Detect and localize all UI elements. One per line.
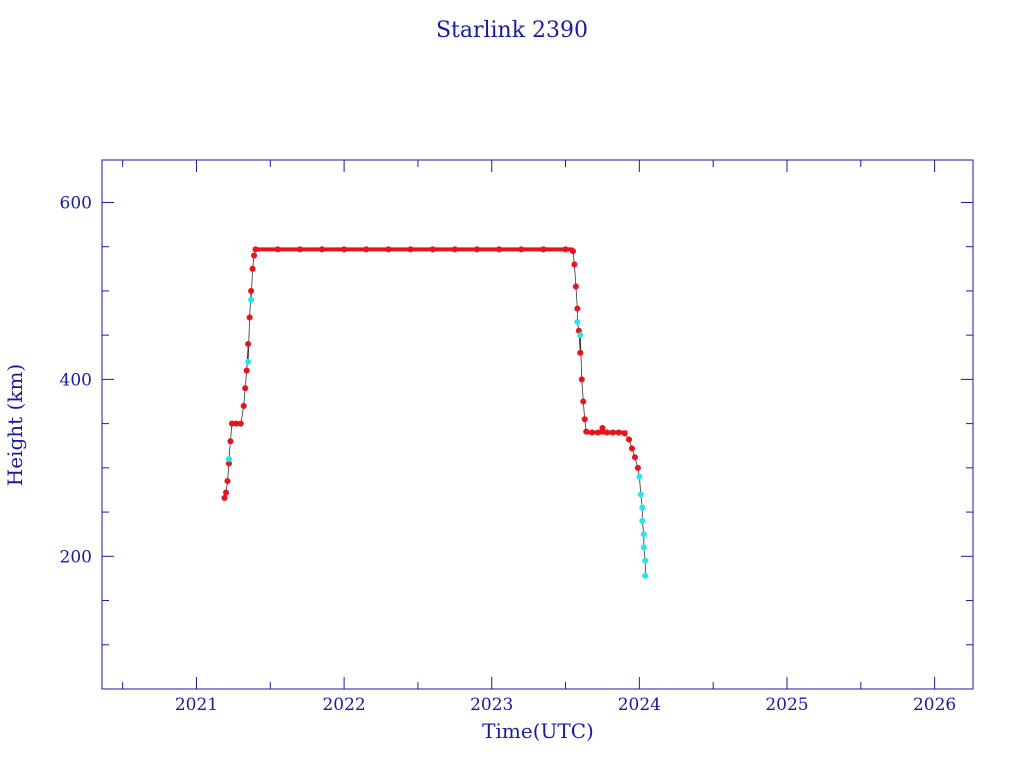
x-tick-label: 2023	[470, 695, 513, 715]
chart-title: Starlink 2390	[436, 18, 588, 43]
x-axis-label: Time(UTC)	[482, 719, 594, 743]
point-primary	[574, 305, 581, 312]
axis-ticks	[102, 160, 973, 690]
point-primary	[578, 376, 585, 383]
point-primary	[599, 425, 606, 432]
point-secondary	[248, 296, 255, 303]
trajectory-line	[224, 248, 646, 576]
y-tick-label: 400	[60, 370, 92, 390]
point-primary	[634, 464, 641, 471]
point-secondary	[577, 332, 584, 339]
point-primary	[243, 367, 250, 374]
x-tick-label: 2026	[913, 695, 956, 715]
point-primary	[242, 385, 249, 392]
x-tick-label: 2025	[765, 695, 808, 715]
point-primary	[572, 283, 579, 290]
point-secondary	[642, 572, 649, 579]
y-axis-label: Height (km)	[3, 364, 27, 486]
point-primary	[571, 261, 578, 268]
point-secondary	[637, 491, 644, 498]
point-secondary	[639, 517, 646, 524]
axis-tick-labels: 2021 2022 2023 2024 2025 2026 200 400 600	[60, 193, 957, 715]
point-primary	[577, 349, 584, 356]
point-primary	[245, 341, 252, 347]
point-primary	[227, 438, 234, 445]
data-points	[221, 246, 649, 579]
point-primary	[221, 494, 228, 501]
point-primary	[626, 436, 633, 443]
point-primary	[581, 416, 588, 423]
point-secondary	[640, 531, 647, 538]
point-secondary	[636, 473, 643, 480]
connector-lines	[224, 248, 646, 576]
x-tick-label: 2021	[175, 695, 218, 715]
point-primary	[252, 246, 259, 253]
point-primary	[246, 314, 253, 321]
x-tick-label: 2024	[618, 695, 661, 715]
point-primary	[251, 252, 258, 259]
point-secondary	[225, 456, 232, 462]
point-primary	[628, 445, 635, 452]
point-primary	[631, 454, 638, 461]
point-primary	[225, 460, 232, 467]
point-primary	[249, 265, 256, 272]
x-tick-label: 2022	[322, 695, 365, 715]
point-primary	[575, 327, 582, 334]
point-primary	[223, 489, 230, 496]
point-primary	[240, 402, 247, 409]
y-tick-label: 600	[60, 193, 92, 213]
point-secondary	[245, 358, 252, 365]
point-secondary	[640, 544, 647, 551]
point-primary	[224, 478, 231, 485]
point-secondary	[574, 318, 581, 325]
point-primary	[580, 398, 587, 405]
point-primary	[248, 287, 255, 294]
plot-frame	[101, 159, 974, 690]
y-tick-label: 200	[60, 547, 92, 567]
point-secondary	[639, 504, 646, 511]
point-secondary	[642, 557, 649, 564]
